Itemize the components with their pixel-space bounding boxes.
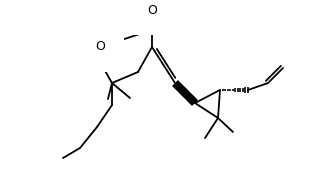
Text: O: O bbox=[95, 41, 105, 53]
Text: O: O bbox=[147, 3, 157, 16]
